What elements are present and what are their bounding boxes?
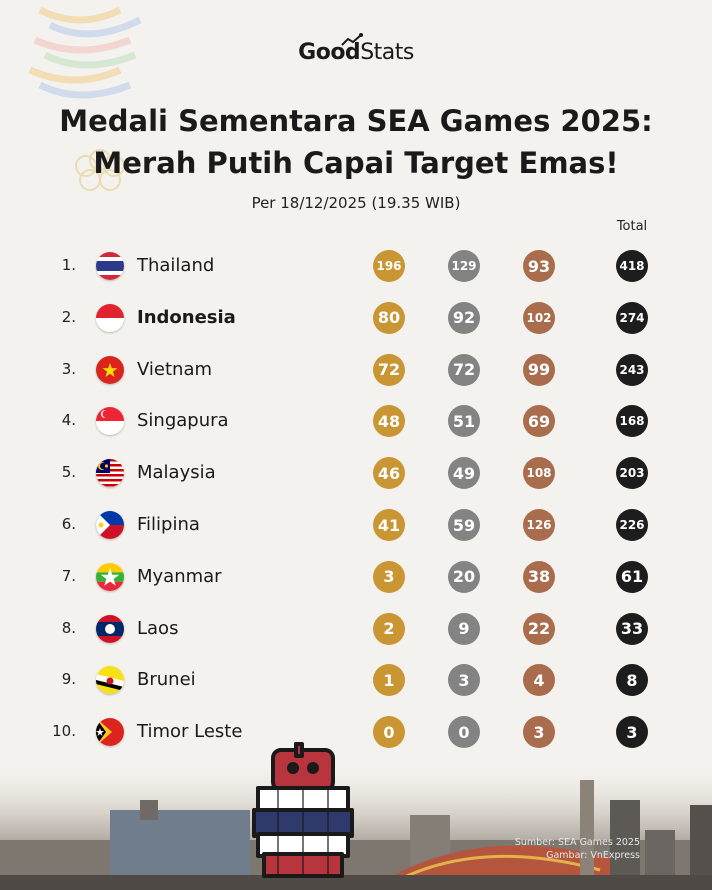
bronze-medal-count: 3 [523, 716, 555, 749]
total-medal-count: 33 [616, 612, 648, 645]
table-row: 9. Brunei 1 3 4 8 [0, 654, 712, 706]
rank-number: 4. [61, 411, 76, 430]
silver-medal-count: 129 [448, 250, 480, 282]
rank-number: 2. [61, 307, 76, 326]
total-medal-count: 226 [616, 509, 648, 541]
country-name: Filipina [137, 514, 200, 535]
bronze-medal-count: 126 [523, 509, 555, 541]
logo-stats-text: Stats [360, 40, 414, 65]
logo-good-text: Good [298, 40, 361, 65]
total-medal-count: 203 [616, 457, 648, 490]
rank-number: 6. [61, 515, 76, 533]
gold-medal-count: 2 [373, 612, 405, 645]
silver-medal-count: 3 [448, 664, 480, 697]
title-line-2: Merah Putih Capai Target Emas! [93, 146, 619, 180]
indonesia-flag-icon [96, 303, 124, 332]
silver-medal-count: 0 [448, 716, 480, 749]
malaysia-flag-icon [96, 459, 124, 488]
goodstats-logo: GoodStats [0, 40, 712, 65]
gold-medal-count: 3 [373, 560, 405, 593]
country-name: Malaysia [137, 462, 216, 484]
bronze-medal-count: 69 [523, 405, 555, 438]
rank-number: 5. [61, 463, 76, 482]
table-row: 7. Myanmar 3 20 38 61 [0, 551, 712, 603]
total-medal-count: 243 [616, 353, 648, 386]
source-credit: Sumber: SEA Games 2025 Gambar: VnExpress [515, 836, 640, 862]
table-row: 3. Vietnam 72 72 99 243 [0, 344, 712, 396]
total-medal-count: 168 [616, 405, 648, 438]
country-name: Myanmar [137, 565, 222, 587]
total-column-header: Total [616, 219, 648, 234]
total-medal-count: 61 [616, 560, 648, 593]
total-medal-count: 8 [616, 664, 648, 697]
rank-number: 8. [61, 618, 76, 637]
gold-medal-count: 196 [373, 250, 405, 282]
bronze-medal-count: 38 [523, 560, 555, 593]
thailand-flag-icon [96, 252, 124, 280]
table-row: 10. Timor Leste 0 0 3 3 [0, 706, 712, 758]
gold-medal-count: 1 [373, 664, 405, 697]
bronze-medal-count: 108 [523, 457, 555, 490]
country-name: Laos [137, 617, 179, 639]
bronze-medal-count: 22 [523, 612, 555, 645]
bronze-medal-count: 93 [523, 250, 555, 282]
myanmar-flag-icon [96, 562, 124, 591]
silver-medal-count: 51 [448, 405, 480, 438]
stadium-skyline-background [0, 760, 712, 890]
rank-number: 9. [61, 670, 76, 689]
rank-number: 3. [61, 359, 76, 378]
silver-medal-count: 59 [448, 509, 480, 541]
country-name: Singapura [137, 410, 229, 432]
sea-games-pattern-decoration [28, 6, 142, 191]
country-name: Indonesia [137, 306, 236, 328]
silver-medal-count: 9 [448, 612, 480, 645]
table-row: 1. Thailand 196 129 93 418 [0, 240, 712, 292]
rank-number: 1. [61, 256, 76, 274]
image-credit-line: Gambar: VnExpress [546, 850, 640, 861]
gold-medal-count: 72 [373, 353, 405, 386]
rank-number: 7. [61, 566, 76, 585]
gold-medal-count: 0 [373, 716, 405, 749]
page-subtitle: Per 18/12/2025 (19.35 WIB) [251, 194, 461, 212]
country-name: Brunei [137, 669, 196, 691]
silver-medal-count: 20 [448, 560, 480, 593]
gold-medal-count: 48 [373, 405, 405, 438]
singapore-flag-icon [96, 407, 124, 436]
vietnam-flag-icon [96, 355, 124, 384]
brunei-flag-icon [96, 666, 124, 695]
table-row: 5. Malaysia 46 49 108 203 [0, 447, 712, 499]
logo-chart-icon [341, 33, 363, 46]
country-name: Thailand [137, 255, 215, 276]
silver-medal-count: 49 [448, 457, 480, 490]
country-name: Timor Leste [137, 721, 243, 743]
source-line: Sumber: SEA Games 2025 [514, 837, 640, 848]
table-row: 2. Indonesia 80 92 102 274 [0, 292, 712, 344]
bronze-medal-count: 4 [523, 664, 555, 697]
table-row: 6. Filipina 41 59 126 226 [0, 499, 712, 551]
philippines-flag-icon [96, 511, 124, 539]
silver-medal-count: 72 [448, 353, 480, 386]
rank-number: 10. [52, 722, 76, 741]
bronze-medal-count: 99 [523, 353, 555, 386]
country-name: Vietnam [137, 358, 213, 380]
page-title: Medali Sementara SEA Games 2025: Merah P… [0, 100, 712, 184]
gold-medal-count: 41 [373, 509, 405, 541]
title-line-1: Medali Sementara SEA Games 2025: [59, 104, 653, 138]
mascot-illustration [252, 742, 354, 878]
total-medal-count: 274 [616, 301, 648, 334]
table-row: 8. Laos 2 9 22 33 [0, 603, 712, 655]
gold-medal-count: 80 [373, 301, 405, 334]
timor-leste-flag-icon [96, 718, 124, 747]
bronze-medal-count: 102 [523, 301, 555, 334]
table-row: 4. Singapura 48 51 69 168 [0, 395, 712, 447]
gold-medal-count: 46 [373, 457, 405, 490]
total-medal-count: 3 [616, 716, 648, 749]
laos-flag-icon [96, 614, 124, 643]
total-medal-count: 418 [616, 250, 648, 282]
silver-medal-count: 92 [448, 301, 480, 334]
